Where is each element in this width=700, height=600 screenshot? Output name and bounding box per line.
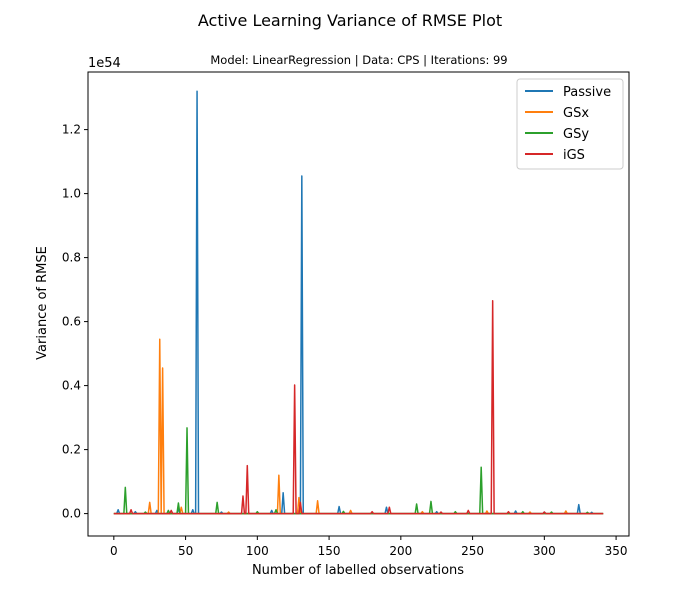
y-tick-label: 1.2 (62, 123, 81, 137)
x-tick-label: 300 (533, 544, 556, 558)
legend: Passive GSx GSy iGS (516, 78, 624, 170)
series-line-gsx (113, 338, 604, 515)
chart-subtitle: Model: LinearRegression | Data: CPS | It… (210, 53, 507, 67)
x-tick-label: 350 (605, 544, 628, 558)
legend-entry: Passive (563, 85, 611, 100)
legend-entry: GSy (563, 127, 589, 142)
x-tick-label: 200 (389, 544, 412, 558)
x-tick-label: 50 (178, 544, 193, 558)
legend-entry: GSx (563, 106, 589, 121)
y-exponent-label: 1e54 (88, 56, 121, 71)
y-tick-label: 0.4 (62, 379, 81, 393)
y-tick-label: 1.0 (62, 187, 81, 201)
x-tick-label: 150 (318, 544, 341, 558)
plot-frame (87, 71, 630, 537)
series-line-igs (113, 300, 604, 515)
y-tick-label: 0.0 (62, 507, 81, 521)
plot-area (113, 90, 604, 515)
x-axis-label: Number of labelled observations (252, 563, 464, 578)
y-axis-label: Variance of RMSE (35, 246, 50, 360)
series-line-gsy (113, 427, 604, 515)
x-axis: 0 50 100 150 200 250 300 350 (110, 536, 628, 558)
y-tick-label: 0.2 (62, 443, 81, 457)
x-tick-label: 100 (246, 544, 269, 558)
legend-box (516, 78, 624, 170)
y-tick-label: 0.8 (62, 251, 81, 265)
legend-entry: iGS (563, 148, 585, 163)
x-tick-label: 250 (461, 544, 484, 558)
y-tick-label: 0.6 (62, 315, 81, 329)
chart-title: Active Learning Variance of RMSE Plot (198, 11, 502, 30)
y-axis: 0.0 0.2 0.4 0.6 0.8 1.0 1.2 (62, 123, 88, 521)
x-tick-label: 0 (110, 544, 118, 558)
